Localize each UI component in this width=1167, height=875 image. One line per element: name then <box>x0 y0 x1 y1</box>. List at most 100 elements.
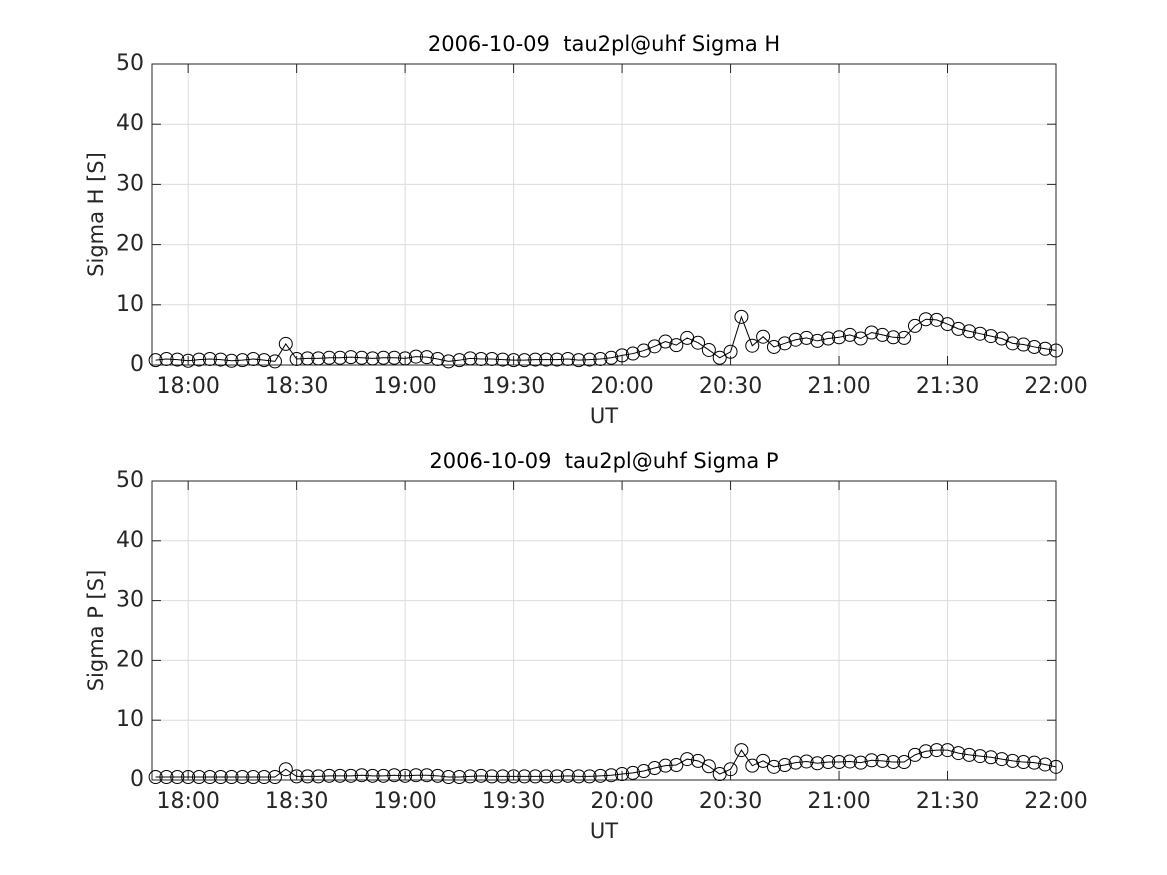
marker <box>788 332 803 347</box>
marker <box>257 770 272 785</box>
marker <box>615 348 630 363</box>
x-tick-label: 21:30 <box>916 374 979 399</box>
marker <box>832 755 847 770</box>
marker <box>224 770 239 785</box>
axes-box <box>151 63 1057 366</box>
marker <box>821 755 836 770</box>
marker <box>593 351 608 366</box>
plot-area <box>152 481 1056 780</box>
marker <box>333 350 348 365</box>
marker <box>474 351 489 366</box>
marker <box>311 351 326 366</box>
y-tick-label: 40 <box>116 111 144 136</box>
marker <box>864 753 879 768</box>
x-tick-label: 21:30 <box>916 789 979 814</box>
y-tick-label: 40 <box>116 528 144 553</box>
marker <box>452 353 467 368</box>
marker <box>810 756 825 771</box>
marker <box>983 329 998 344</box>
y-axis-label: Sigma H [S] <box>84 152 108 277</box>
marker <box>495 769 510 784</box>
marker <box>300 769 315 784</box>
y-axis-label: Sigma P [S] <box>84 570 108 692</box>
marker <box>582 769 597 784</box>
chart-title: 2006-10-09 tau2pl@uhf Sigma P <box>429 449 778 473</box>
axes-box <box>151 480 1057 781</box>
marker <box>365 768 380 783</box>
marker <box>528 769 543 784</box>
marker <box>549 352 564 367</box>
x-tick-label: 22:00 <box>1024 374 1087 399</box>
marker <box>745 338 760 353</box>
marker <box>897 330 912 345</box>
marker <box>832 330 847 345</box>
marker <box>463 769 478 784</box>
marker <box>897 755 912 770</box>
marker <box>615 767 630 782</box>
marker <box>1016 755 1031 770</box>
marker <box>528 352 543 367</box>
marker <box>278 762 293 777</box>
marker <box>192 770 207 785</box>
marker <box>799 754 814 769</box>
marker <box>604 350 619 365</box>
marker <box>701 342 716 357</box>
marker <box>951 321 966 336</box>
marker <box>506 769 521 784</box>
marker <box>441 770 456 785</box>
marker <box>484 769 499 784</box>
marker <box>907 747 922 762</box>
marker <box>1049 759 1063 774</box>
marker <box>875 753 890 768</box>
marker <box>973 326 988 341</box>
marker <box>365 351 380 366</box>
marker <box>224 353 239 368</box>
marker <box>170 352 185 367</box>
marker <box>289 769 304 784</box>
marker <box>539 352 554 367</box>
marker <box>940 743 955 758</box>
y-tick-label: 20 <box>116 232 144 257</box>
data-line <box>155 315 1057 362</box>
marker <box>723 762 738 777</box>
marker <box>756 753 771 768</box>
marker <box>691 335 706 350</box>
marker <box>300 351 315 366</box>
marker <box>886 755 901 770</box>
marker <box>1038 757 1053 772</box>
marker <box>929 743 944 758</box>
x-tick-label: 18:00 <box>156 374 219 399</box>
x-tick-label: 22:00 <box>1024 789 1087 814</box>
x-tick-label: 19:00 <box>373 374 436 399</box>
marker <box>267 770 282 785</box>
marker <box>1005 753 1020 768</box>
marker <box>625 346 640 361</box>
marker <box>452 770 467 785</box>
marker <box>246 351 261 366</box>
marker <box>918 744 933 759</box>
marker <box>582 352 597 367</box>
x-axis-label: UT <box>590 819 618 843</box>
marker <box>658 334 673 349</box>
marker <box>658 758 673 773</box>
marker <box>495 352 510 367</box>
marker <box>669 758 684 773</box>
plot-area <box>152 64 1056 365</box>
marker <box>539 769 554 784</box>
x-tick-label: 20:30 <box>699 789 762 814</box>
marker <box>853 755 868 770</box>
marker <box>408 349 423 364</box>
marker <box>181 353 196 368</box>
marker <box>680 752 695 767</box>
y-tick-label: 10 <box>116 292 144 317</box>
marker <box>962 324 977 339</box>
marker <box>354 350 369 365</box>
marker <box>875 327 890 342</box>
marker <box>983 750 998 765</box>
marker <box>1005 336 1020 351</box>
marker <box>213 770 228 785</box>
x-tick-label: 20:00 <box>590 789 653 814</box>
marker <box>756 329 771 344</box>
y-tick-label: 0 <box>130 352 144 377</box>
marker <box>777 758 792 773</box>
